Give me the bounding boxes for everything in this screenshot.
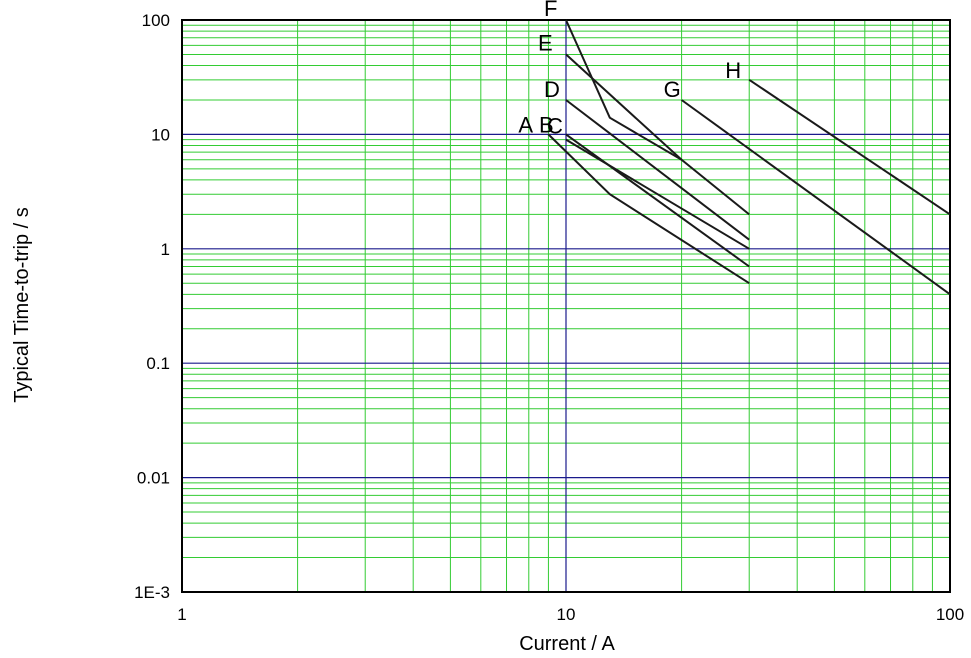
- series-layer: [547, 19, 951, 296]
- x-tick-labels: 1 10 100: [177, 605, 964, 624]
- y-tick-label: 0.1: [146, 354, 170, 373]
- series-g-label: G: [664, 77, 681, 102]
- series-c-label: C: [547, 114, 563, 139]
- y-tick-label: 10: [151, 125, 170, 144]
- x-tick-label: 100: [936, 605, 964, 624]
- series-h-line: [748, 78, 951, 216]
- y-tick-labels: 100 10 1 0.1 0.01 1E-3: [134, 11, 170, 602]
- series-f-line: [565, 19, 683, 161]
- series-a-label: A: [518, 112, 533, 137]
- x-tick-label: 1: [177, 605, 186, 624]
- series-b-line: [565, 133, 750, 268]
- series-d-line: [565, 99, 750, 241]
- y-tick-label: 1E-3: [134, 583, 170, 602]
- y-tick-label: 0.01: [137, 469, 170, 488]
- series-h-label: H: [725, 58, 741, 83]
- y-axis-title: Typical Time-to-trip / s: [11, 207, 33, 403]
- series-c-line: [565, 138, 750, 250]
- x-tick-label: 10: [557, 605, 576, 624]
- series-b-label: B: [539, 112, 554, 137]
- series-g-line: [681, 99, 951, 296]
- y-tick-label: 1: [161, 240, 170, 259]
- x-axis-title: Current / A: [519, 633, 615, 655]
- series-d-label: D: [544, 77, 560, 102]
- series-a-line: [547, 133, 750, 285]
- series-e-label: E: [538, 30, 553, 55]
- series-f-label: F: [544, 0, 557, 21]
- y-tick-label: 100: [142, 11, 170, 30]
